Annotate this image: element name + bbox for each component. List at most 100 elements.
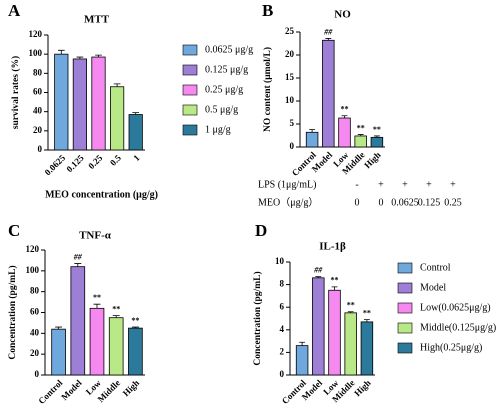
error-bar [76, 56, 84, 59]
significance-mark: ** [93, 293, 101, 302]
bar [128, 114, 143, 151]
y-tick-label: 40 [30, 327, 40, 337]
y-tick-label: 80 [30, 286, 40, 296]
x-tick-label: 1 [131, 152, 142, 163]
legend-swatch [397, 342, 413, 354]
table-row-label: MEO（μg/g） [258, 196, 318, 208]
significance-mark: ## [323, 27, 333, 36]
significance-mark: ** [331, 276, 339, 285]
y-tick-label: 10 [275, 256, 285, 266]
bar [328, 289, 341, 376]
x-axis-label: MEO concentration (μg/g) [45, 189, 158, 200]
x-tick-label: High [121, 378, 142, 399]
bar [322, 39, 335, 148]
error-bar [95, 54, 102, 58]
panel-label: B [262, 1, 273, 20]
error-bar [57, 49, 65, 55]
legend-swatch [397, 302, 413, 314]
y-tick-label: 20 [33, 125, 43, 135]
y-tick-label: 120 [29, 29, 43, 39]
y-tick-label: 5 [290, 118, 295, 128]
significance-mark: ** [131, 316, 139, 325]
panel-label: A [8, 1, 21, 20]
panel-label: C [8, 221, 20, 240]
significance-mark: ## [313, 266, 323, 275]
significance-mark: ## [73, 252, 83, 261]
table-row-label: LPS (1μg/mL) [258, 179, 316, 190]
error-bar [363, 319, 370, 322]
legend-label: 0.125 μg/g [205, 64, 248, 75]
legend-label: Middle(0.125μg/g) [420, 322, 496, 333]
legend-swatch [397, 262, 413, 274]
legend-swatch [182, 64, 198, 76]
table-cell: 0 [379, 197, 384, 208]
table-cell: 0.125 [418, 197, 441, 208]
x-tick-label: 0.5 [108, 152, 123, 167]
legend-label: Low(0.0625μg/g) [420, 302, 491, 313]
significance-mark: ** [357, 123, 365, 132]
y-tick-label: 100 [26, 265, 40, 275]
x-tick-label: Model [59, 377, 84, 402]
x-tick-label: High [352, 378, 373, 399]
significance-mark: ** [363, 308, 371, 317]
y-tick-label: 0 [280, 369, 285, 379]
bar [51, 328, 66, 376]
y-axis-label: Concentration (pg/mL) [7, 265, 18, 359]
y-tick-label: 60 [30, 307, 40, 317]
error-bar [341, 115, 348, 119]
significance-mark: ** [341, 105, 349, 114]
y-tick-label: 4 [280, 324, 285, 334]
table-cell: + [402, 179, 408, 190]
table-cell: + [426, 179, 432, 190]
error-bar [347, 311, 354, 313]
y-tick-label: 120 [26, 244, 40, 254]
table-cell: 0.25 [444, 197, 462, 208]
x-tick-label: 0.0625 [43, 152, 68, 177]
error-bar [315, 276, 322, 278]
significance-mark: ** [373, 125, 381, 134]
legend-swatch [397, 282, 413, 294]
table-cell: + [450, 179, 456, 190]
y-tick-label: 0 [38, 144, 43, 154]
legend-label: Model [420, 282, 446, 293]
error-bar [373, 135, 380, 138]
bar [370, 136, 384, 148]
y-tick-label: 10 [285, 95, 295, 105]
error-bar [309, 129, 316, 133]
bar [54, 53, 69, 151]
y-axis-label: NO content (μmol/L) [262, 47, 273, 132]
legend-swatch [182, 44, 198, 56]
bar [305, 131, 319, 148]
bar [344, 312, 357, 376]
y-tick-label: 100 [29, 48, 43, 58]
bar [360, 321, 374, 376]
bar [72, 58, 87, 151]
y-tick-label: 15 [285, 72, 295, 82]
legend-swatch [182, 124, 198, 136]
legend-label: High(0.25μg/g) [420, 342, 482, 353]
table-cell: + [378, 179, 384, 190]
y-tick-label: 8 [280, 279, 285, 289]
y-tick-label: 6 [280, 301, 285, 311]
chart-title: TNF-α [79, 230, 112, 242]
y-tick-label: 2 [280, 346, 285, 356]
bar [312, 277, 325, 376]
error-bar [93, 303, 101, 309]
y-axis-label: Concentration (pg/mL) [252, 271, 263, 365]
legend-swatch [182, 84, 198, 96]
chart-title: IL-1β [319, 241, 346, 253]
error-bar [325, 38, 332, 41]
bar [354, 135, 367, 148]
error-bar [331, 286, 338, 291]
panel-label: D [255, 221, 267, 240]
y-axis-label: survival rates (%) [10, 56, 21, 129]
error-bar [74, 263, 82, 267]
legend-label: 0.25 μg/g [205, 84, 243, 95]
y-tick-label: 80 [33, 67, 43, 77]
y-tick-label: 25 [285, 26, 295, 36]
error-bar [55, 326, 63, 330]
table-cell: 0.0625 [391, 197, 419, 208]
bar [70, 266, 86, 376]
y-tick-label: 0 [290, 141, 295, 151]
legend-label: 0.5 μg/g [205, 104, 238, 115]
